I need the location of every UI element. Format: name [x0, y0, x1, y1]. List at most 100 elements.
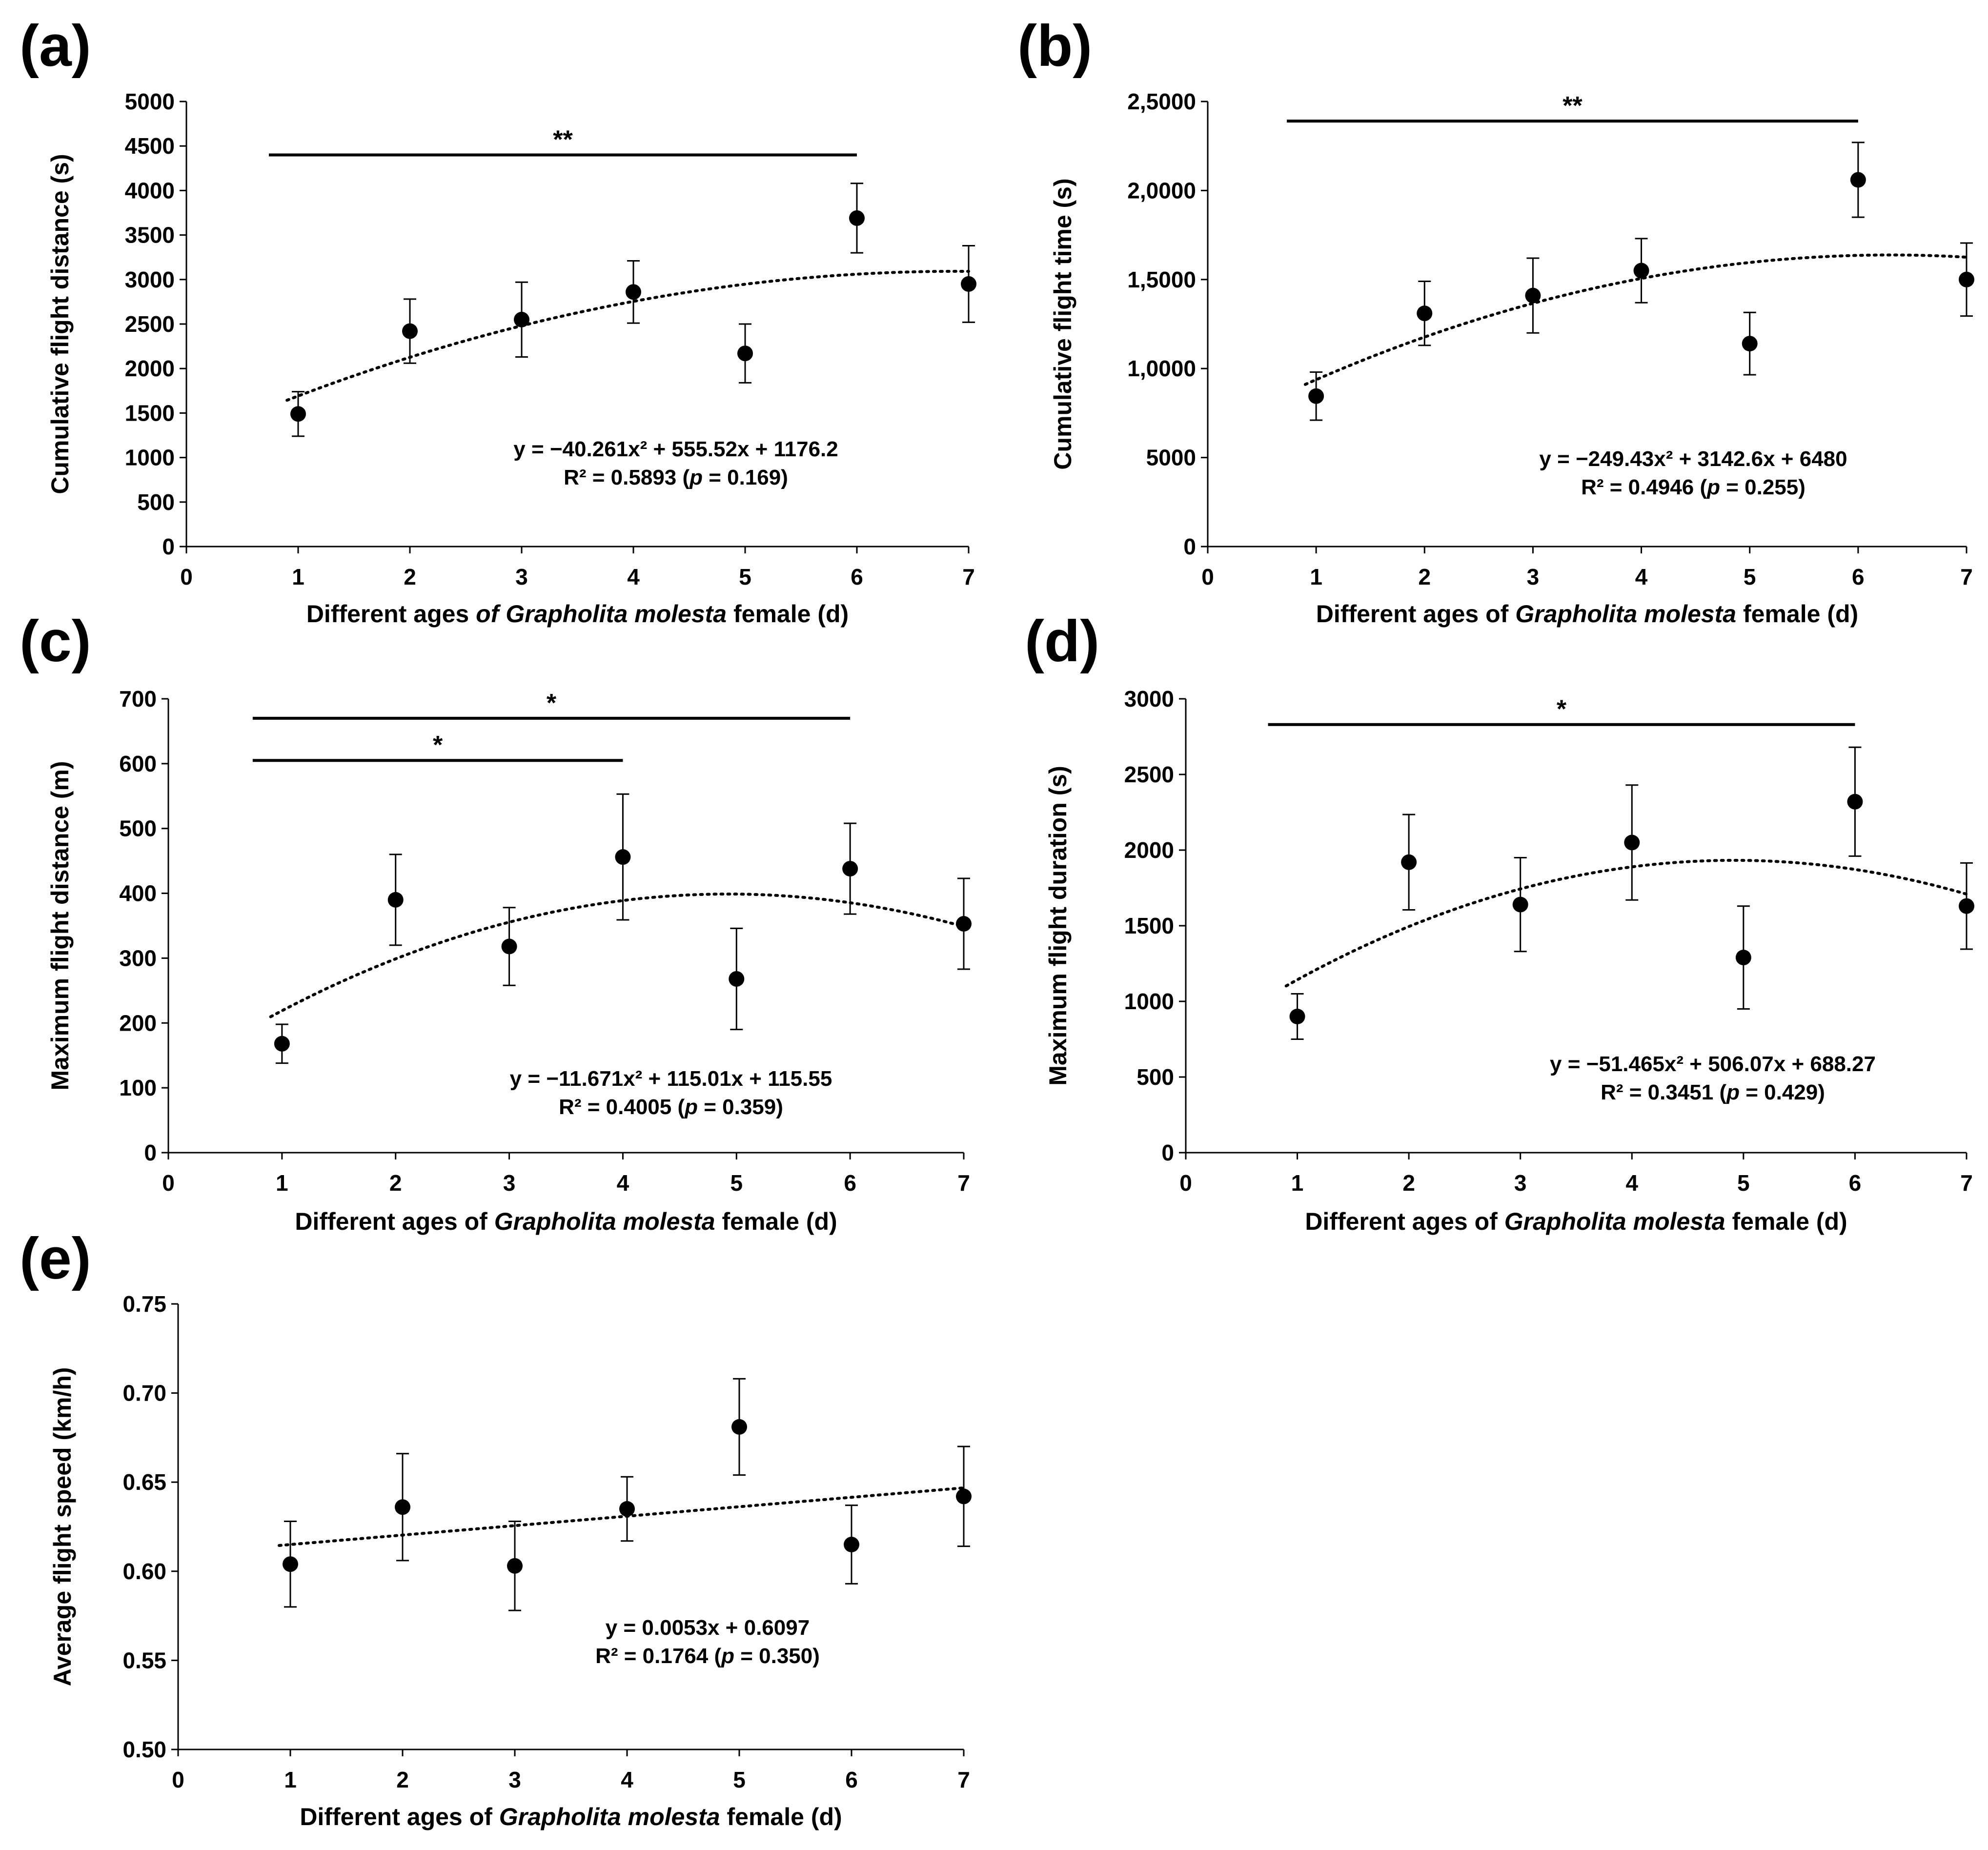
y-tick-label: 600 — [119, 751, 157, 776]
trendline — [1303, 253, 1968, 386]
data-point — [956, 1488, 972, 1504]
x-tick-label: 2 — [396, 1767, 409, 1792]
r-squared-part: = 0.359) — [698, 1095, 783, 1119]
x-tick-label: 5 — [730, 1170, 743, 1196]
y-tick-label: 300 — [119, 945, 157, 971]
y-tick-label: 0.50 — [122, 1737, 166, 1762]
x-tick-label: 5 — [1744, 564, 1756, 590]
r-squared-part: = 0.169) — [703, 466, 788, 489]
y-tick-label: 3000 — [1124, 686, 1174, 712]
x-tick-label: 7 — [957, 1170, 970, 1196]
r-squared-part: R² = 0.4005 ( — [559, 1095, 685, 1119]
y-tick-label: 0.65 — [122, 1469, 166, 1495]
x-axis-title-part: female (d) — [720, 1803, 842, 1830]
data-point — [1525, 287, 1541, 304]
data-point — [1959, 271, 1974, 287]
x-tick-label: 3 — [1527, 564, 1540, 590]
trendline — [1284, 859, 1968, 988]
y-tick-label: 2000 — [1124, 837, 1174, 863]
data-point — [1850, 172, 1866, 188]
chart-panel-b: (b) 0 5000 1,0000 1,5000 2,0000 2,5000 0 1 2 3 4 5 6 7… — [1017, 13, 1974, 628]
y-tick-label: 2500 — [125, 311, 175, 337]
data-point — [737, 346, 753, 362]
x-axis-title-part: Different ages of — [1316, 600, 1515, 628]
y-axis-title: Cumulative flight time (s) — [1049, 178, 1076, 469]
x-axis-title-part: Different ages of — [1305, 1208, 1504, 1235]
x-tick-label: 0 — [162, 1170, 175, 1196]
data-point — [729, 971, 745, 987]
x-tick-label: 3 — [508, 1767, 521, 1792]
chart-panel-a: (a) 0 500 1000 1500 2000 2500 3000 3500 4000 4500 5… — [20, 13, 976, 628]
trendline — [278, 1486, 965, 1547]
y-tick-label: 400 — [119, 881, 157, 906]
r-squared-line: R² = 0.5893 (p = 0.169) — [564, 466, 788, 489]
x-tick-label: 2 — [404, 564, 416, 590]
r-squared-line: R² = 0.3451 (p = 0.429) — [1601, 1080, 1825, 1104]
y-axis-title: Average flight speed (km/h) — [49, 1367, 76, 1687]
r-squared-part: R² = 0.4946 ( — [1581, 475, 1707, 499]
y-tick-label: 2500 — [1124, 762, 1174, 787]
data-point — [1308, 388, 1324, 404]
x-axis-title-part: female (d) — [1736, 600, 1858, 628]
trend-equation: y = −249.43x² + 3142.6x + 6480 — [1539, 447, 1847, 471]
panel-label: (b) — [1017, 13, 1092, 79]
r-squared-line: R² = 0.4005 (p = 0.359) — [559, 1095, 783, 1119]
x-tick-label: 6 — [845, 1767, 858, 1792]
chart-panel-c: (c) 0 100 200 300 400 500 600 700 0 1 2 3 4 5 6 7 Differe… — [20, 609, 972, 1235]
x-tick-label: 5 — [733, 1767, 746, 1792]
data-point — [956, 916, 972, 932]
x-axis-title-part: of Grapholita molesta — [476, 600, 727, 628]
x-tick-label: 5 — [739, 564, 751, 590]
data-point — [615, 849, 631, 865]
r-squared-part: p — [721, 1644, 734, 1668]
trend-equation: y = −11.671x² + 115.01x + 115.55 — [510, 1067, 832, 1091]
data-point — [731, 1419, 747, 1435]
data-point — [514, 311, 529, 327]
x-axis-title: Different ages of Grapholita molesta fem… — [306, 600, 849, 628]
y-tick-label: 2,0000 — [1127, 178, 1196, 203]
y-tick-label: 4500 — [125, 133, 175, 159]
y-tick-label: 2000 — [125, 356, 175, 381]
panel-label: (d) — [1025, 609, 1099, 674]
x-tick-label: 4 — [1625, 1170, 1638, 1196]
r-squared-part: p — [1726, 1080, 1740, 1104]
data-point — [1959, 898, 1974, 914]
data-point — [1289, 1009, 1305, 1024]
r-squared-line: R² = 0.1764 (p = 0.350) — [595, 1644, 820, 1668]
data-point — [290, 406, 306, 422]
r-squared-part: p — [1706, 475, 1720, 499]
r-squared-part: p — [689, 466, 703, 489]
y-tick-label: 0.70 — [122, 1381, 166, 1406]
r-squared-part: R² = 0.1764 ( — [595, 1644, 721, 1668]
data-point — [1633, 263, 1649, 279]
data-point — [501, 938, 517, 955]
r-squared-part: = 0.429) — [1740, 1080, 1825, 1104]
x-axis-title-part: Grapholita molesta — [494, 1208, 715, 1235]
data-point — [842, 861, 858, 877]
x-tick-label: 1 — [1310, 564, 1322, 590]
x-axis-title-part: Different ages of — [300, 1803, 499, 1830]
x-tick-label: 6 — [1849, 1170, 1862, 1196]
panel-label: (e) — [20, 1226, 91, 1291]
x-axis-title: Different ages of Grapholita molesta fem… — [1305, 1208, 1847, 1235]
data-point — [402, 323, 418, 339]
x-axis-title-part: Grapholita molesta — [499, 1803, 720, 1830]
y-tick-label: 0 — [1183, 534, 1196, 559]
data-point — [849, 210, 865, 226]
chart-panel-d: (d) 0 500 1000 1500 2000 2500 3000 0 1 2 3 4 5 6 7 Diffe… — [1025, 609, 1974, 1235]
y-tick-label: 1,5000 — [1127, 267, 1196, 292]
x-tick-label: 7 — [1960, 1170, 1973, 1196]
y-tick-label: 1000 — [125, 445, 175, 470]
x-axis-title-part: Different ages of — [295, 1208, 494, 1235]
x-tick-label: 0 — [172, 1767, 184, 1792]
data-point — [1512, 896, 1528, 913]
x-tick-label: 7 — [957, 1767, 970, 1792]
data-point — [507, 1558, 523, 1574]
x-axis-title-part: female (d) — [715, 1208, 837, 1235]
y-tick-label: 2,5000 — [1127, 89, 1196, 114]
x-tick-label: 2 — [389, 1170, 402, 1196]
x-axis-title-part: Grapholita molesta — [1515, 600, 1736, 628]
data-point — [387, 892, 404, 908]
x-tick-label: 3 — [503, 1170, 516, 1196]
